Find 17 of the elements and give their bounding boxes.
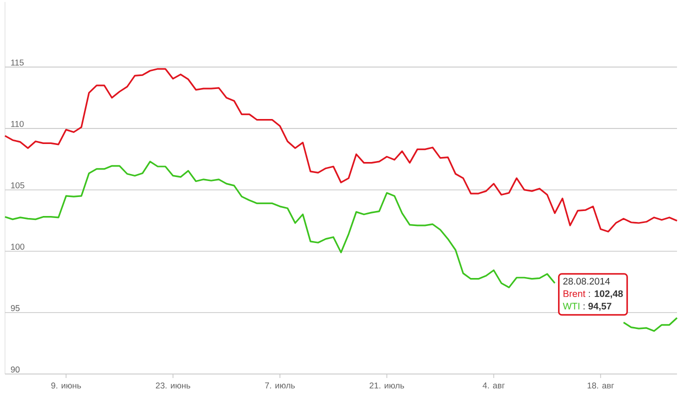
text: Brent: [564, 290, 586, 298]
x-tick-label: 9. июнь: [51, 382, 81, 389]
x-tick-label: 4. авг: [482, 382, 505, 388]
y-tick-label: 105: [11, 182, 24, 188]
y-tick-label: 90: [10, 366, 20, 372]
x-tick-label: 21. июль: [370, 382, 404, 389]
text: WTI: [562, 302, 580, 310]
annotation: 28.08.2014: [563, 278, 610, 285]
annotation: : 94,57: [584, 302, 612, 311]
annotation: : 102,48: [588, 290, 623, 298]
y-tick-label: 115: [11, 60, 24, 66]
y-tick-label: 100: [11, 244, 24, 250]
x-tick-label: 18. авг: [588, 382, 614, 389]
y-tick-label: 95: [10, 305, 20, 312]
x-tick-label: 23. июнь: [156, 382, 190, 389]
y-tick-label: 110: [11, 120, 24, 127]
x-tick-label: 7. июль: [265, 382, 295, 388]
